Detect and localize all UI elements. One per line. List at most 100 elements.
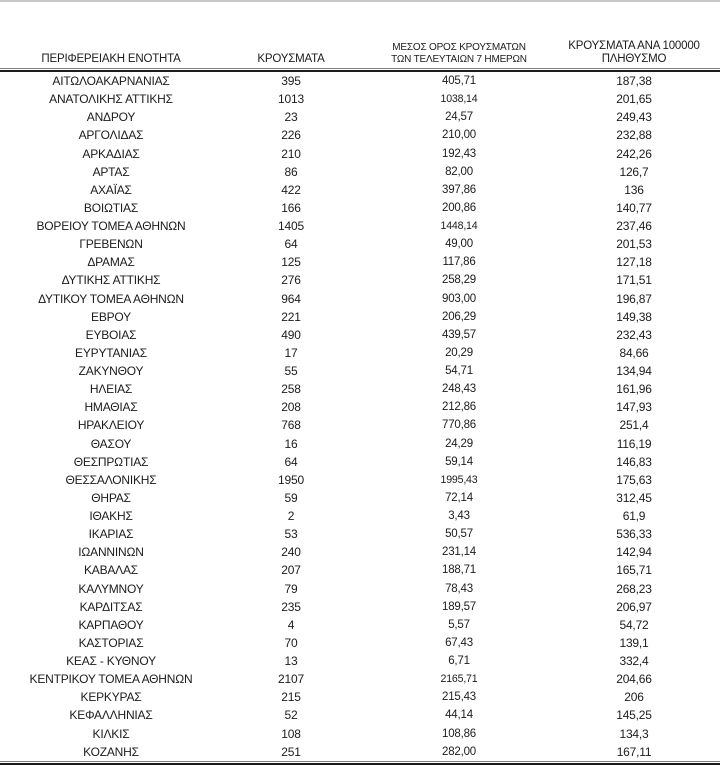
table-cell: ΕΥΒΟΙΑΣ — [85, 327, 137, 342]
table-cell: 221 — [281, 309, 301, 324]
table-cell: 84,66 — [619, 345, 649, 360]
table-row: ΙΩΑΝΝΙΝΩΝ 240 231,14 142,94 — [0, 543, 710, 561]
table-cell: 235 — [281, 599, 301, 614]
table-row: ΑΧΑΪΑΣ 422 397,86 136 — [0, 181, 710, 199]
table-row: ΕΥΡΥΤΑΝΙΑΣ 17 20,29 84,66 — [0, 344, 710, 362]
table-cell: ΗΛΕΙΑΣ — [89, 382, 133, 397]
table-cell: 136 — [624, 182, 644, 197]
table-cell: 188,71 — [442, 564, 476, 577]
table-cell: 258,29 — [442, 274, 476, 287]
table-cell: 422 — [281, 182, 301, 197]
table-cell: ΗΡΑΚΛΕΙΟΥ — [77, 418, 145, 433]
table-cell: 70 — [284, 635, 298, 650]
table-cell: 2165,71 — [440, 673, 478, 686]
table-cell: 139,1 — [619, 635, 649, 650]
table-cell: ΒΟΙΩΤΙΑΣ — [83, 200, 139, 215]
table-cell: 5,57 — [448, 618, 470, 631]
table-cell: 1038,14 — [440, 93, 478, 106]
header-rule-thick-line — [0, 70, 720, 72]
table-cell: 1405 — [278, 219, 304, 233]
table-cell: 237,46 — [616, 219, 652, 233]
table-cell: 1013 — [278, 92, 304, 107]
table-cell: 108,86 — [442, 727, 476, 740]
table-cell: 215 — [281, 690, 301, 705]
table-cell: 964 — [281, 291, 301, 306]
table-cell: 312,45 — [616, 490, 652, 505]
table-cell: 251 — [281, 744, 301, 759]
table-cell: 20,29 — [445, 346, 473, 359]
column-header-label: ΚΡΟΥΣΜΑΤΑ — [257, 52, 325, 65]
table-cell: 201,53 — [616, 237, 652, 252]
table-row: ΔΥΤΙΚΗΣ ΑΤΤΙΚΗΣ 276 258,29 171,51 — [0, 271, 710, 289]
table-cell: 189,57 — [442, 600, 476, 613]
table-cell: 210 — [281, 146, 301, 161]
table-cell: ΑΡΤΑΣ — [92, 164, 130, 179]
table-cell: 86 — [284, 164, 298, 179]
table-cell: 171,51 — [616, 273, 652, 288]
table-cell: 161,96 — [616, 382, 652, 397]
table-row: ΑΝΑΤΟΛΙΚΗΣ ΑΤΤΙΚΗΣ 1013 1038,14 201,65 — [0, 90, 710, 108]
table-cell: ΚΕΝΤΡΙΚΟΥ ΤΟΜΕΑ ΑΘΗΝΩΝ — [29, 672, 193, 687]
table-cell: 59,14 — [445, 455, 473, 468]
table-cell: 212,86 — [442, 401, 476, 414]
table-row: ΒΟΡΕΙΟΥ ΤΟΜΕΑ ΑΘΗΝΩΝ 1405 1448,14 237,46 — [0, 217, 710, 235]
table-cell: 248,43 — [442, 383, 476, 396]
table-cell: ΘΕΣΣΑΛΟΝΙΚΗΣ — [65, 472, 157, 487]
table-cell: 4 — [287, 617, 295, 632]
table-row: ΕΒΡΟΥ 221 206,29 149,38 — [0, 308, 710, 326]
table-cell: ΚΑΒΑΛΑΣ — [83, 563, 139, 578]
table-cell: 125 — [281, 255, 301, 270]
table-cell: ΚΑΣΤΟΡΙΑΣ — [78, 635, 144, 650]
table-cell: 206,29 — [442, 310, 476, 323]
column-header-regional-unit: ΠΕΡΙΦΕΡΕΙΑΚΗ ΕΝΟΤΗΤΑ — [0, 26, 222, 68]
table-cell: 50,57 — [445, 528, 473, 541]
table-cell: 116,19 — [616, 436, 652, 451]
table-row: ΖΑΚΥΝΘΟΥ 55 54,71 134,94 — [0, 362, 710, 380]
table-cell: 147,93 — [616, 400, 652, 415]
table-cell: ΚΕΑΣ - ΚΥΘΝΟΥ — [66, 654, 156, 668]
table-cell: 903,00 — [442, 292, 476, 305]
table-cell: 24,57 — [445, 111, 473, 124]
table-cell: ΚΟΖΑΝΗΣ — [83, 744, 139, 759]
table-cell: 231,14 — [442, 546, 476, 559]
table-row: ΚΑΡΔΙΤΣΑΣ 235 189,57 206,97 — [0, 598, 710, 616]
table-cell: 64 — [284, 454, 298, 469]
table-cell: 166 — [281, 200, 301, 215]
table-cell: 67,43 — [445, 636, 473, 649]
table-row: ΑΡΚΑΔΙΑΣ 210 192,43 242,26 — [0, 145, 710, 163]
table-cell: ΔΥΤΙΚΟΥ ΤΟΜΕΑ ΑΘΗΝΩΝ — [38, 291, 184, 306]
table-cell: 149,38 — [616, 309, 652, 324]
table-row: ΚΑΛΥΜΝΟΥ 79 78,43 268,23 — [0, 580, 710, 598]
table-row: ΚΕΦΑΛΛΗΝΙΑΣ 52 44,14 145,25 — [0, 706, 710, 724]
table-cell: 282,00 — [442, 745, 476, 758]
table-cell: ΗΜΑΘΙΑΣ — [84, 400, 138, 415]
table-cell: 258 — [281, 382, 301, 397]
table-row: ΔΡΑΜΑΣ 125 117,86 127,18 — [0, 253, 710, 271]
column-header-label-line1: ΜΕΣΟΣ ΟΡΟΣ ΚΡΟΥΣΜΑΤΩΝ — [392, 42, 526, 53]
footer-rule-gap — [0, 761, 720, 763]
table-header-row: ΠΕΡΙΦΕΡΕΙΑΚΗ ΕΝΟΤΗΤΑ ΚΡΟΥΣΜΑΤΑ ΜΕΣΟΣ ΟΡΟ… — [0, 26, 710, 68]
table-row: ΚΕΡΚΥΡΑΣ 215 215,43 206 — [0, 688, 710, 706]
table-cell: 59 — [284, 490, 298, 505]
table-cell: ΚΑΡΠΑΘΟΥ — [78, 617, 144, 632]
table-cell: 2107 — [278, 672, 304, 687]
header-spacer — [0, 2, 720, 26]
table-cell: 167,11 — [616, 744, 652, 759]
table-cell: 207 — [281, 563, 301, 578]
table-cell: 397,86 — [442, 183, 476, 196]
table-row: ΒΟΙΩΤΙΑΣ 166 200,86 140,77 — [0, 199, 710, 217]
table-cell: 140,77 — [616, 200, 652, 215]
table-cell: 82,00 — [445, 165, 473, 178]
table-cell: 55 — [284, 364, 298, 378]
table-cell: 64 — [284, 237, 298, 252]
table-cell: ΑΡΚΑΔΙΑΣ — [82, 146, 140, 161]
table-cell: 196,87 — [616, 291, 652, 306]
table-row: ΑΝΔΡΟΥ 23 24,57 249,43 — [0, 108, 710, 126]
table-cell: 3,43 — [448, 510, 470, 522]
table-cell: ΙΚΑΡΙΑΣ — [88, 527, 134, 542]
table-row: ΗΛΕΙΑΣ 258 248,43 161,96 — [0, 380, 710, 398]
table-row: ΑΡΓΟΛΙΔΑΣ 226 210,00 232,88 — [0, 126, 710, 144]
table-cell: 210,00 — [442, 129, 476, 142]
table-cell: ΚΕΡΚΥΡΑΣ — [80, 690, 142, 705]
